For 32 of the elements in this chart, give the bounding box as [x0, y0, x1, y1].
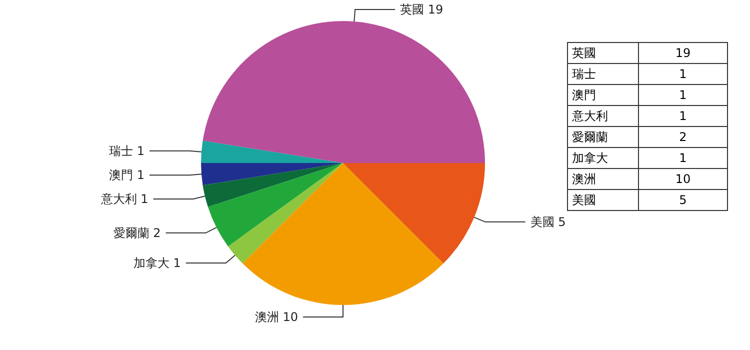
slice-label: 加拿大	[133, 256, 170, 270]
data-label: 1	[638, 148, 728, 168]
data-label: 1	[173, 256, 181, 270]
data-label: 1	[638, 64, 728, 84]
data-label: 1	[136, 144, 144, 158]
category-label: 瑞士	[568, 64, 638, 84]
data-label: 10	[282, 310, 298, 324]
category-label: 美國	[568, 190, 638, 210]
slice-label: 愛爾蘭	[113, 226, 150, 240]
data-label: 10	[638, 168, 728, 190]
category-label: 澳洲	[568, 168, 638, 190]
data-label: 19	[638, 42, 728, 64]
category-label: 澳門	[568, 84, 638, 106]
data-label: 2	[638, 126, 728, 148]
slice-label: 澳洲	[254, 310, 279, 324]
slice-label: 英國	[400, 2, 424, 16]
category-label: 愛爾蘭	[568, 126, 638, 148]
data-label: 1	[638, 84, 728, 106]
data-label: 5	[558, 214, 566, 229]
data-label: 19	[428, 2, 444, 16]
category-label: 意大利	[568, 106, 638, 126]
category-label: 加拿大	[568, 148, 638, 168]
data-label: 1	[140, 192, 148, 206]
data-label: 1	[638, 106, 728, 126]
slice-label: 意大利	[100, 192, 137, 206]
slice-label: 瑞士	[109, 144, 134, 158]
slice-label: 澳門	[109, 168, 134, 182]
slice-label: 美國	[530, 214, 554, 229]
data-label: 2	[153, 226, 161, 240]
category-label: 英國	[568, 42, 638, 64]
data-label: 5	[638, 190, 728, 210]
data-label: 1	[136, 168, 144, 182]
